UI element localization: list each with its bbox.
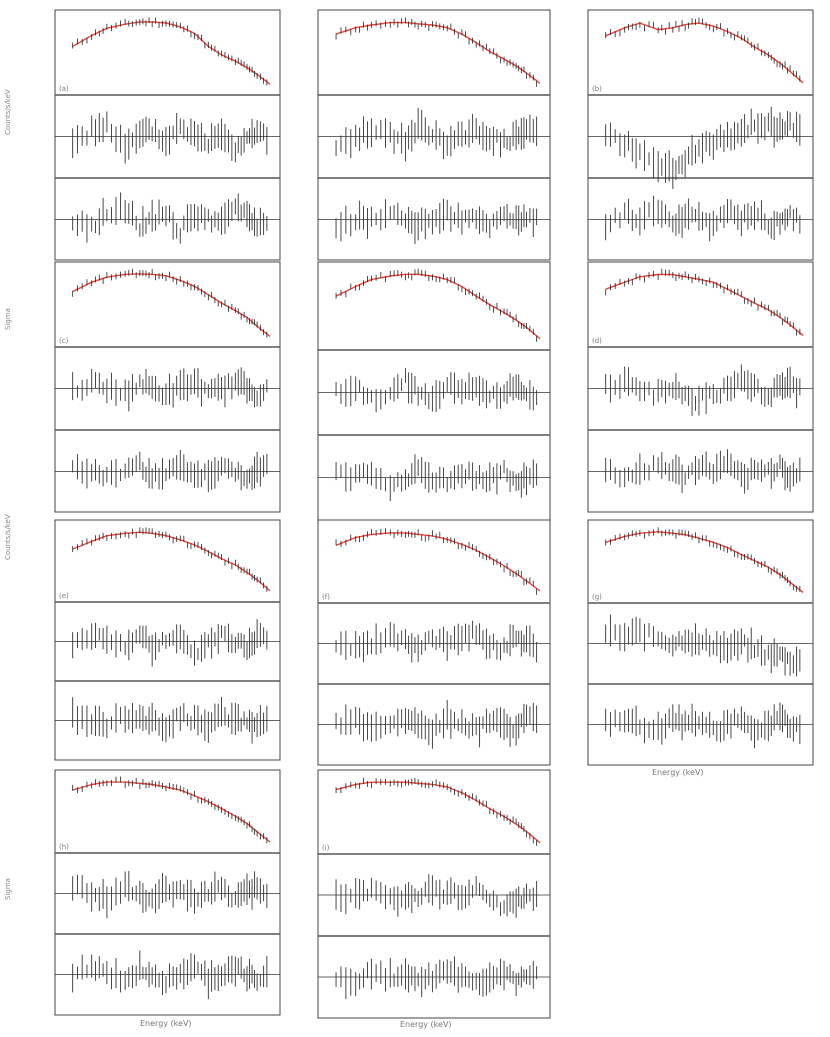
panel-8-label: (f)	[322, 593, 330, 601]
panel-9-frame	[587, 519, 814, 766]
panel-2-model-line	[335, 21, 541, 84]
panel-6-label: (d)	[592, 337, 602, 345]
panel-9-label: (g)	[592, 593, 602, 601]
panel-10-label: (h)	[59, 843, 69, 851]
panel-7-frame	[54, 519, 281, 761]
panel-4-model-line	[72, 273, 271, 337]
panel-11-frame	[317, 769, 551, 1019]
panel-10-frame	[54, 769, 281, 1016]
panel-9-model-line	[605, 531, 804, 593]
panel-5-frame	[317, 261, 551, 521]
x-axis-title-left: Energy (keV)	[140, 1019, 192, 1028]
x-axis-title-middle: Energy (keV)	[400, 1020, 452, 1029]
panel-8-frame	[317, 519, 551, 766]
y-axis-title-4: Sigma	[4, 878, 12, 900]
y-axis-title-1: Counts/s/keV	[4, 89, 12, 135]
panel-1-frame	[54, 9, 281, 261]
panel-6-model-line	[605, 273, 804, 337]
panel-4-frame	[54, 261, 281, 513]
panel-7-label: (e)	[59, 592, 69, 600]
panel-3-label: (b)	[592, 85, 602, 93]
x-axis-title-right: Energy (keV)	[652, 768, 704, 777]
panel-2-frame	[317, 9, 551, 261]
panel-6-frame	[587, 261, 814, 513]
panel-11-model-line	[335, 781, 541, 844]
panel-10-model-line	[72, 781, 271, 843]
panel-7-model-line	[72, 531, 271, 592]
panel-1-label: (a)	[59, 85, 69, 93]
panel-4-label: (c)	[59, 337, 69, 345]
panel-3-frame	[587, 9, 814, 261]
panel-5-model-line	[335, 273, 541, 340]
panel-1-model-line	[72, 21, 271, 85]
panel-3-model-line	[605, 22, 804, 84]
panel-8-model-line	[335, 532, 541, 592]
y-axis-title-3: Counts/s/keV	[4, 514, 12, 560]
panel-11-label: (i)	[322, 844, 330, 852]
y-axis-title-2: Sigma	[4, 308, 12, 330]
